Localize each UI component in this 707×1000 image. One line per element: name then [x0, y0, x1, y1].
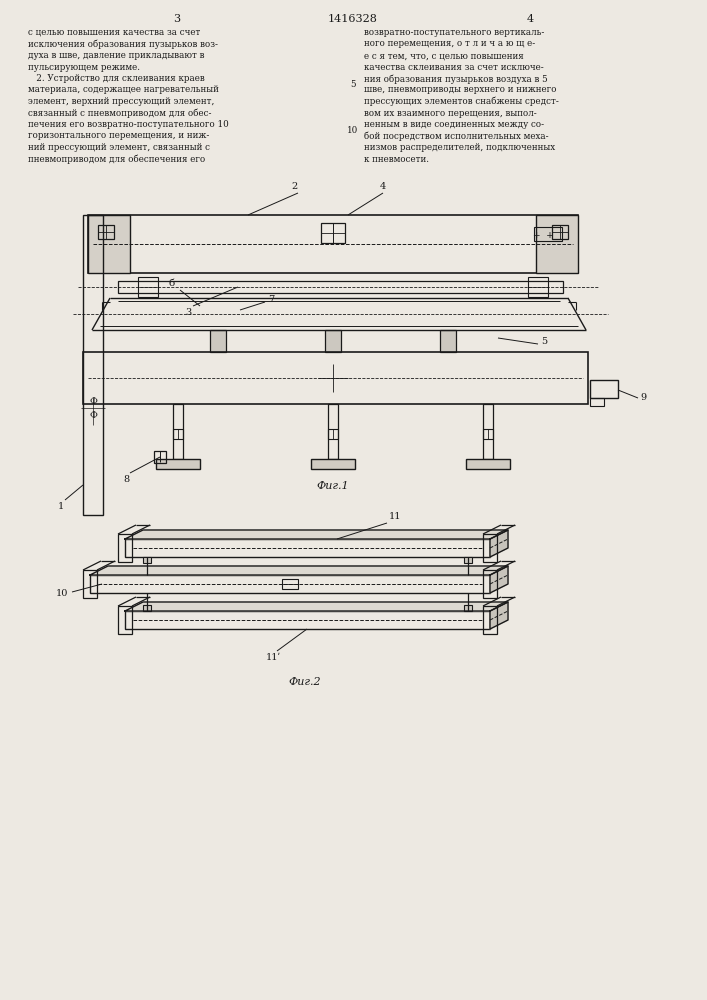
Bar — [483, 534, 497, 562]
Text: к пневмосети.: к пневмосети. — [364, 154, 429, 163]
Text: бой посредством исполнительных меха-: бой посредством исполнительных меха- — [364, 131, 549, 141]
Text: 10: 10 — [347, 126, 358, 135]
Text: ного перемещения, о т л и ч а ю щ е-: ного перемещения, о т л и ч а ю щ е- — [364, 39, 535, 48]
Bar — [466, 459, 510, 469]
Text: ния образования пузырьков воздуха в 5: ния образования пузырьков воздуха в 5 — [364, 74, 548, 84]
Bar — [464, 557, 472, 563]
Text: Φ: Φ — [89, 410, 97, 420]
Bar — [483, 570, 497, 598]
Bar — [321, 223, 345, 243]
Text: +  +: + + — [532, 231, 554, 239]
Text: б: б — [169, 279, 175, 288]
Text: 4: 4 — [380, 182, 386, 191]
Text: 5: 5 — [541, 338, 547, 347]
Polygon shape — [490, 530, 508, 557]
Bar — [590, 398, 604, 406]
Text: пневмоприводом для обеспечения его: пневмоприводом для обеспечения его — [28, 154, 205, 164]
Text: возвратно-поступательного вертикаль-: возвратно-поступательного вертикаль- — [364, 28, 544, 37]
Polygon shape — [490, 566, 508, 593]
Bar — [125, 611, 490, 629]
Bar — [83, 352, 588, 404]
Bar — [173, 429, 183, 439]
Text: Фиг.1: Фиг.1 — [317, 481, 349, 491]
Text: горизонтального перемещения, и ниж-: горизонтального перемещения, и ниж- — [28, 131, 209, 140]
Bar — [88, 215, 130, 273]
Bar — [483, 404, 493, 459]
Polygon shape — [125, 530, 508, 539]
Bar — [483, 606, 497, 634]
Text: связанный с пневмоприводом для обес-: связанный с пневмоприводом для обес- — [28, 108, 211, 118]
Bar — [311, 459, 355, 469]
Text: 8: 8 — [123, 475, 129, 484]
Text: е с я тем, что, с целью повышения: е с я тем, что, с целью повышения — [364, 51, 524, 60]
Text: 11: 11 — [389, 512, 402, 521]
Bar — [143, 557, 151, 563]
Text: 2: 2 — [291, 182, 297, 191]
Bar — [440, 330, 456, 352]
Bar — [483, 429, 493, 439]
Text: Фиг.2: Фиг.2 — [288, 677, 321, 687]
Bar — [143, 605, 151, 611]
Polygon shape — [125, 602, 508, 611]
Bar — [156, 459, 200, 469]
Text: прессующих элементов снабжены средст-: прессующих элементов снабжены средст- — [364, 97, 559, 106]
Text: 4: 4 — [527, 14, 534, 24]
Text: вом их взаимного перещения, выпол-: вом их взаимного перещения, выпол- — [364, 108, 537, 117]
Text: духа в шве, давление прикладывают в: духа в шве, давление прикладывают в — [28, 51, 204, 60]
Bar — [118, 606, 132, 634]
Bar — [210, 330, 226, 352]
Text: шве, пневмоприводы верхнего и нижнего: шве, пневмоприводы верхнего и нижнего — [364, 86, 556, 95]
Bar — [90, 575, 490, 593]
Text: элемент, верхний прессующий элемент,: элемент, верхний прессующий элемент, — [28, 97, 214, 106]
Bar — [528, 277, 548, 297]
Text: ний прессующий элемент, связанный с: ний прессующий элемент, связанный с — [28, 143, 210, 152]
Bar — [173, 404, 183, 459]
Bar — [83, 570, 97, 598]
Text: Φ: Φ — [89, 397, 97, 406]
Text: исключения образования пузырьков воз-: исключения образования пузырьков воз- — [28, 39, 218, 49]
Text: 10: 10 — [56, 589, 68, 598]
Bar — [325, 330, 341, 352]
Bar — [536, 215, 578, 273]
Text: 1: 1 — [58, 502, 64, 511]
Polygon shape — [490, 602, 508, 629]
Bar — [138, 277, 158, 297]
Bar — [328, 429, 338, 439]
Text: качества склеивания за счет исключе-: качества склеивания за счет исключе- — [364, 62, 544, 72]
Bar — [534, 227, 562, 241]
Text: 3: 3 — [173, 14, 180, 24]
Bar — [83, 215, 103, 515]
Text: 2. Устройство для склеивания краев: 2. Устройство для склеивания краев — [28, 74, 205, 83]
Text: 5: 5 — [350, 80, 356, 89]
Text: 9: 9 — [640, 393, 646, 402]
Bar — [118, 281, 563, 293]
Text: 7: 7 — [268, 296, 274, 304]
Text: низмов распределителей, подключенных: низмов распределителей, подключенных — [364, 143, 555, 152]
Text: 1416328: 1416328 — [328, 14, 378, 24]
Bar — [98, 225, 114, 239]
Polygon shape — [90, 566, 508, 575]
Text: пульсирующем режиме.: пульсирующем режиме. — [28, 62, 140, 72]
Text: ненным в виде соединенных между со-: ненным в виде соединенных между со- — [364, 120, 544, 129]
Text: 3: 3 — [185, 308, 191, 317]
Text: материала, содержащее нагревательный: материала, содержащее нагревательный — [28, 86, 219, 95]
Text: 11ʹ: 11ʹ — [265, 653, 281, 662]
Bar — [154, 451, 166, 463]
Bar — [125, 539, 490, 557]
Bar — [328, 404, 338, 459]
Bar — [118, 534, 132, 562]
Bar — [88, 215, 578, 273]
Bar — [282, 579, 298, 589]
Bar — [464, 605, 472, 611]
Text: печения его возвратно-поступательного 10: печения его возвратно-поступательного 10 — [28, 120, 229, 129]
Bar — [552, 225, 568, 239]
Text: с целью повышения качества за счет: с целью повышения качества за счет — [28, 28, 200, 37]
Bar — [590, 380, 618, 398]
